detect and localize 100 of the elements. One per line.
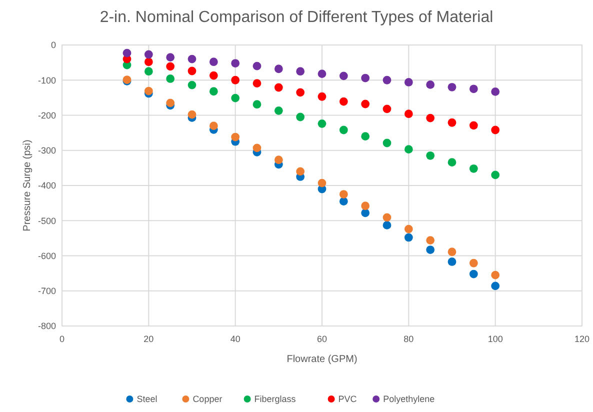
point xyxy=(361,208,370,218)
point xyxy=(318,92,326,101)
point xyxy=(252,62,262,70)
point xyxy=(296,167,305,176)
y-axis-title: Pressure Surge (psi) xyxy=(22,140,33,232)
point xyxy=(404,145,413,154)
point xyxy=(469,258,478,268)
x-axis-title: Flowrate (GPM) xyxy=(286,354,358,365)
point xyxy=(274,156,283,164)
point xyxy=(144,67,153,76)
point xyxy=(339,72,348,80)
point xyxy=(426,114,435,122)
y-tick-label: -100 xyxy=(38,75,56,86)
point xyxy=(491,282,500,290)
chart-title: 2-in. Nominal Comparison of Different Types of Material xyxy=(100,9,494,26)
point xyxy=(274,64,283,74)
x-tick-label: 0 xyxy=(59,334,65,344)
point xyxy=(491,126,500,134)
point xyxy=(296,88,305,97)
point xyxy=(209,122,218,130)
point xyxy=(144,58,153,66)
point xyxy=(469,270,478,278)
point xyxy=(448,158,456,167)
point xyxy=(231,132,240,142)
point xyxy=(382,76,392,84)
y-tick-label: -600 xyxy=(38,250,56,261)
point xyxy=(426,151,435,160)
x-tick-label: 80 xyxy=(404,334,414,344)
point xyxy=(469,84,478,94)
point xyxy=(166,62,175,71)
point xyxy=(339,126,348,134)
y-tick-label: -200 xyxy=(38,110,56,120)
point xyxy=(426,236,435,244)
point xyxy=(491,170,500,180)
point xyxy=(382,104,392,114)
point xyxy=(339,190,348,198)
point xyxy=(361,132,370,141)
x-tick-label: 100 xyxy=(488,334,503,344)
point xyxy=(166,98,175,108)
point xyxy=(382,213,392,222)
point xyxy=(209,58,218,66)
legend-label: Copper xyxy=(192,394,222,404)
y-tick-label: 0 xyxy=(50,40,56,50)
point xyxy=(448,118,456,127)
point xyxy=(404,78,413,86)
point xyxy=(361,202,370,210)
point xyxy=(252,100,262,109)
point xyxy=(274,106,283,115)
point xyxy=(231,94,240,102)
point xyxy=(448,248,456,256)
point xyxy=(426,246,435,254)
point xyxy=(188,110,196,119)
point xyxy=(188,80,196,90)
y-tick-label: -400 xyxy=(38,180,56,191)
point xyxy=(404,233,413,242)
point xyxy=(252,144,262,152)
point xyxy=(448,82,456,92)
point xyxy=(318,70,326,78)
point xyxy=(426,80,435,89)
y-tick-label: -800 xyxy=(38,321,56,332)
legend-label: Steel xyxy=(136,394,158,404)
legend-label: PVC xyxy=(338,394,358,404)
x-tick-label: 20 xyxy=(144,334,154,344)
point xyxy=(188,66,196,76)
y-tick-label: -700 xyxy=(38,286,56,296)
point xyxy=(209,71,218,80)
point xyxy=(122,48,132,58)
y-tick-label: -300 xyxy=(38,146,56,156)
point xyxy=(231,76,240,84)
point xyxy=(361,74,370,82)
point xyxy=(274,83,283,92)
point xyxy=(339,97,348,106)
point xyxy=(491,88,500,96)
legend-label: Fiberglass xyxy=(254,394,296,404)
point xyxy=(404,224,413,234)
point xyxy=(318,178,326,188)
x-tick-label: 40 xyxy=(230,334,240,344)
point xyxy=(491,270,500,280)
point xyxy=(404,110,413,118)
legend-label: Polyethylene xyxy=(383,394,435,404)
point xyxy=(448,258,456,266)
point xyxy=(144,86,153,96)
y-tick-label: -500 xyxy=(38,216,56,226)
x-tick-label: 60 xyxy=(316,334,328,344)
point xyxy=(166,74,175,83)
point xyxy=(144,50,153,59)
point xyxy=(382,220,392,230)
point xyxy=(469,121,478,130)
point xyxy=(188,54,196,64)
point xyxy=(296,67,305,76)
point xyxy=(231,59,240,68)
point xyxy=(318,119,326,128)
point xyxy=(252,79,262,88)
point xyxy=(339,197,348,206)
point xyxy=(296,112,305,122)
point xyxy=(382,138,392,148)
point xyxy=(469,164,478,173)
x-tick-label: 120 xyxy=(574,334,590,344)
point xyxy=(209,87,218,96)
point xyxy=(166,53,175,62)
